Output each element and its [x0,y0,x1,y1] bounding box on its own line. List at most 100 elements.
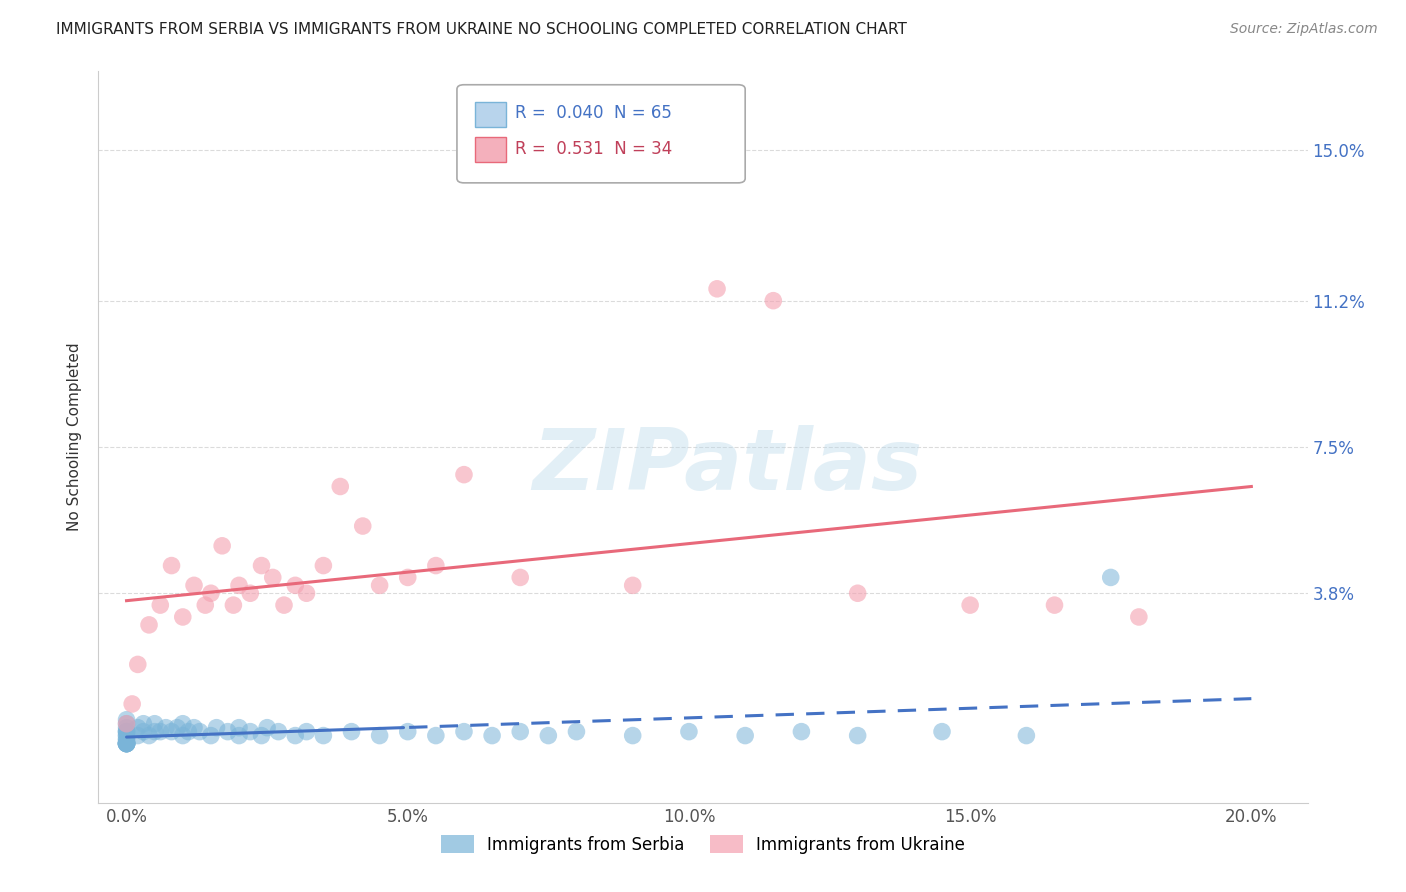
Point [115,724,138,739]
Point [143,716,166,731]
Point [149,598,172,612]
Point [115,737,138,751]
Point [200,729,222,743]
Point [127,721,149,735]
Point [115,713,138,727]
Point [115,737,138,751]
Point [115,729,138,743]
Point [790,724,813,739]
Point [340,724,363,739]
Point [127,729,149,743]
Point [931,724,953,739]
Point [115,732,138,747]
Point [188,724,211,739]
Point [262,570,284,584]
Point [295,586,318,600]
Point [115,737,138,751]
Point [160,558,183,573]
Point [273,598,295,612]
Point [706,282,728,296]
Point [166,721,188,735]
Text: R =  0.040  N = 65: R = 0.040 N = 65 [515,104,672,122]
Point [250,558,273,573]
Point [734,729,756,743]
Point [329,479,352,493]
Point [621,729,644,743]
Point [509,724,531,739]
Point [127,657,149,672]
Point [121,697,143,711]
Point [115,721,138,735]
Point [256,721,278,735]
Point [143,724,166,739]
Point [211,539,233,553]
Y-axis label: No Schooling Completed: No Schooling Completed [67,343,83,532]
Point [138,618,160,632]
Point [228,729,250,743]
Point [155,721,177,735]
Point [115,724,138,739]
Point [678,724,700,739]
Point [172,729,194,743]
Point [1015,729,1038,743]
Text: R =  0.531  N = 34: R = 0.531 N = 34 [515,140,672,158]
Point [115,737,138,751]
Point [138,729,160,743]
Point [352,519,374,533]
Point [115,737,138,751]
Text: Source: ZipAtlas.com: Source: ZipAtlas.com [1230,22,1378,37]
Point [115,716,138,731]
Point [295,724,318,739]
Point [396,724,419,739]
Point [115,737,138,751]
Point [205,721,228,735]
Point [453,467,475,482]
Point [183,721,205,735]
Point [368,729,391,743]
Point [284,578,307,592]
Point [183,578,205,592]
Point [222,598,245,612]
Point [453,724,475,739]
Point [959,598,981,612]
Point [217,724,239,739]
Point [115,737,138,751]
Point [1128,610,1150,624]
Point [239,724,262,739]
Point [132,716,155,731]
Point [481,729,503,743]
Point [160,724,183,739]
Point [228,721,250,735]
Point [115,724,138,739]
Point [115,729,138,743]
Point [115,737,138,751]
Point [1043,598,1066,612]
Point [149,724,172,739]
Point [425,558,447,573]
Point [312,729,335,743]
Point [194,598,217,612]
Point [115,737,138,751]
Point [621,578,644,592]
Point [509,570,531,584]
Point [239,586,262,600]
Point [565,724,588,739]
Point [762,293,785,308]
Point [250,729,273,743]
Point [368,578,391,592]
Point [172,716,194,731]
Point [115,732,138,747]
Point [267,724,290,739]
Text: IMMIGRANTS FROM SERBIA VS IMMIGRANTS FROM UKRAINE NO SCHOOLING COMPLETED CORRELA: IMMIGRANTS FROM SERBIA VS IMMIGRANTS FRO… [56,22,907,37]
Point [115,716,138,731]
Point [132,724,155,739]
Point [172,610,194,624]
Point [200,586,222,600]
Point [1099,570,1122,584]
Legend: Immigrants from Serbia, Immigrants from Ukraine: Immigrants from Serbia, Immigrants from … [434,829,972,860]
Point [115,737,138,751]
Text: ZIPatlas: ZIPatlas [531,425,922,508]
Point [284,729,307,743]
Point [846,729,869,743]
Point [228,578,250,592]
